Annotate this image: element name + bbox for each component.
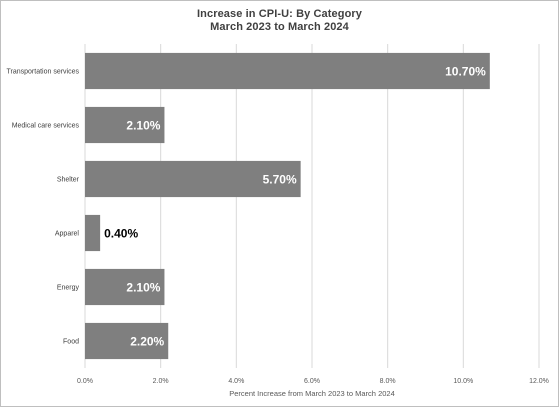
x-tick-label: 0.0% bbox=[77, 378, 93, 385]
bar bbox=[85, 52, 490, 90]
category-label: Food bbox=[63, 339, 79, 346]
data-label: 5.70% bbox=[263, 173, 297, 187]
category-label: Apparel bbox=[55, 231, 80, 238]
category-label: Shelter bbox=[57, 177, 80, 184]
chart-subtitle: March 2023 to March 2024 bbox=[210, 21, 349, 33]
x-tick-label: 4.0% bbox=[228, 378, 244, 385]
bar bbox=[85, 160, 301, 198]
x-tick-label: 2.0% bbox=[153, 378, 169, 385]
gridlines bbox=[84, 44, 540, 368]
data-label: 10.70% bbox=[445, 65, 486, 79]
x-tick-label: 8.0% bbox=[380, 378, 396, 385]
chart-title: Increase in CPI-U: By Category bbox=[197, 8, 362, 20]
x-tick-label: 6.0% bbox=[304, 378, 320, 385]
category-label: Energy bbox=[57, 285, 80, 292]
x-tick-label: 12.0% bbox=[529, 378, 549, 385]
bar bbox=[85, 268, 165, 306]
labels: 0.0% 2.0% 4.0% 6.0% 8.0% 10.0% 12.0% Transporta… bbox=[7, 65, 549, 386]
category-label: Transportation services bbox=[7, 69, 80, 76]
x-tick-label: 10.0% bbox=[453, 378, 473, 385]
data-label: 2.10% bbox=[126, 119, 160, 133]
data-label: 2.10% bbox=[126, 281, 160, 295]
bars bbox=[85, 52, 490, 360]
data-label: 2.20% bbox=[130, 335, 164, 349]
bar bbox=[85, 322, 169, 360]
bar bbox=[85, 214, 101, 252]
x-axis-title: Percent Increase from March 2023 to Marc… bbox=[229, 389, 395, 398]
data-label: 0.40% bbox=[104, 227, 138, 241]
category-label: Medical care services bbox=[12, 123, 80, 130]
bar bbox=[85, 106, 165, 144]
